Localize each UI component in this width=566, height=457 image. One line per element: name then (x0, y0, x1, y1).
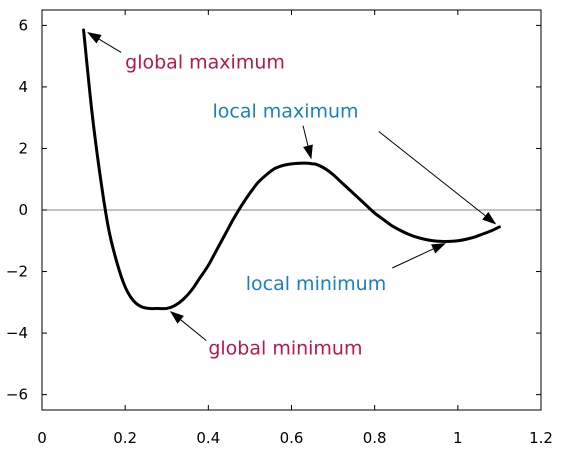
local-minimum-arrow-line (392, 248, 434, 269)
x-tick-label: 0.6 (280, 429, 304, 447)
x-tick-label: 0.4 (196, 429, 220, 447)
y-tick-label: 6 (18, 16, 28, 34)
x-tick-label: 0.2 (113, 429, 137, 447)
function-curve (82, 28, 501, 311)
y-tick-label: −2 (6, 263, 28, 281)
global-maximum-arrow-line (98, 38, 122, 53)
y-tick-label: 2 (18, 139, 28, 157)
global-minimum-label: global minimum (208, 338, 362, 360)
global-maximum-label: global maximum (125, 51, 285, 73)
x-tick-label: 0.8 (363, 429, 387, 447)
local-maximum-arrow-head (303, 144, 313, 160)
y-tick-label: 4 (18, 78, 28, 96)
global-minimum-arrow-head (169, 310, 184, 324)
global-minimum-arrow-line (180, 319, 207, 342)
series-layer (82, 28, 501, 311)
y-tick-label: 0 (18, 201, 28, 219)
local-maximum-alt-arrow-line (378, 131, 486, 217)
global-maximum-arrow-head (87, 32, 102, 44)
local-minimum-label: local minimum (246, 273, 386, 295)
local-maximum-label: local maximum (212, 101, 358, 123)
local-minimum-arrow-head (431, 243, 446, 254)
annotation-layer: global maximum local maximum local minimum… (87, 32, 497, 360)
local-maximum-alt-arrow-head (482, 211, 497, 225)
x-tick-label: 0 (37, 429, 47, 447)
y-tick-label: −6 (6, 386, 28, 404)
local-maximum-arrow-line (302, 125, 309, 146)
x-tick-label: 1.2 (529, 429, 553, 447)
tick-layer: 0 0.2 0.4 0.6 0.8 1 1.2 6 4 2 0 −2 −4 −6 (6, 10, 553, 447)
x-tick-label: 1 (453, 429, 463, 447)
y-tick-label: −4 (6, 324, 28, 342)
